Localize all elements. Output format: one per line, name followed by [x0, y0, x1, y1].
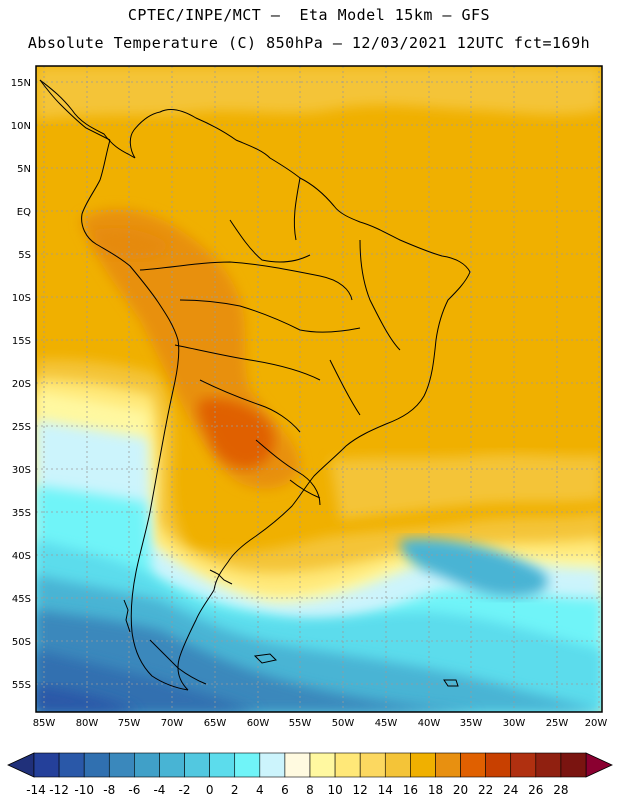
colorbar-swatch — [560, 752, 587, 778]
colorbar-label: -10 — [74, 783, 94, 797]
lat-label: 50S — [12, 637, 31, 648]
lat-label: 5S — [18, 250, 31, 261]
grid-lines — [36, 66, 602, 712]
lat-label: 10N — [11, 121, 31, 132]
lat-label: 40S — [12, 551, 31, 562]
colorbar-label: 12 — [353, 783, 368, 797]
colorbar-swatch — [384, 752, 411, 778]
colorbar-label: 4 — [256, 783, 264, 797]
lon-label: 50W — [332, 718, 355, 729]
lat-label: 25S — [12, 422, 31, 433]
colorbar: -14 -12 -10 -8 -6 -4 -2 0 2 4 6 8 10 12 14 16 18 20 22 24 26… — [7, 752, 613, 797]
lat-label: 55S — [12, 680, 31, 691]
lon-label: 55W — [289, 718, 312, 729]
colorbar-swatch — [334, 752, 361, 778]
colorbar-swatch — [435, 752, 461, 778]
colorbar-swatch — [259, 752, 286, 778]
lon-label: 25W — [546, 718, 569, 729]
lat-label: 10S — [12, 293, 31, 304]
colorbar-label: -12 — [49, 783, 69, 797]
lon-label: 70W — [161, 718, 184, 729]
colorbar-label: -8 — [103, 783, 115, 797]
colorbar-swatch — [83, 752, 110, 778]
lon-label: 30W — [503, 718, 526, 729]
colorbar-swatch — [359, 752, 386, 778]
colorbar-over-arrow — [585, 752, 613, 778]
lat-label: EQ — [17, 207, 31, 218]
colorbar-label: 28 — [553, 783, 568, 797]
lat-label: 45S — [12, 594, 31, 605]
colorbar-swatch — [234, 752, 261, 778]
lat-label: 15S — [12, 336, 31, 347]
lon-label: 65W — [204, 718, 227, 729]
lon-label: 60W — [247, 718, 270, 729]
lon-label: 20W — [585, 718, 608, 729]
colorbar-swatch — [485, 752, 512, 778]
lat-label: 30S — [12, 465, 31, 476]
colorbar-swatch — [134, 752, 160, 778]
title-line-2: Absolute Temperature (C) 850hPa – 12/03/… — [27, 34, 591, 52]
colorbar-label: -2 — [179, 783, 191, 797]
colorbar-swatch — [108, 752, 135, 778]
colorbar-label: 0 — [206, 783, 214, 797]
lat-label: 20S — [12, 379, 31, 390]
lat-label: 35S — [12, 508, 31, 519]
lon-label: 85W — [33, 718, 56, 729]
temperature-field — [36, 66, 602, 712]
colorbar-label: 22 — [478, 783, 493, 797]
latitude-axis: 15N 10N 5N EQ 5S 10S 15S 20S 25S 30S 35S… — [11, 78, 31, 691]
lon-label: 45W — [375, 718, 398, 729]
colorbar-label: 10 — [327, 783, 342, 797]
colorbar-swatch — [58, 752, 85, 778]
colorbar-label: 18 — [428, 783, 443, 797]
title-line-1: CPTEC/INPE/MCT – Eta Model 15km – GFS — [127, 6, 491, 24]
colorbar-label: -14 — [26, 783, 46, 797]
longitude-axis: 85W 80W 75W 70W 65W 60W 55W 50W 45W 40W … — [33, 718, 608, 729]
map-frame — [35, 65, 603, 713]
colorbar-label: 8 — [306, 783, 314, 797]
colorbar-label: 16 — [403, 783, 418, 797]
colorbar-swatch — [159, 752, 185, 778]
colorbar-swatch — [510, 752, 537, 778]
lat-label: 15N — [11, 78, 31, 89]
colorbar-label: -4 — [153, 783, 165, 797]
coastline — [39, 79, 471, 691]
colorbar-label: 2 — [231, 783, 239, 797]
colorbar-label: 24 — [503, 783, 518, 797]
colorbar-under-arrow — [7, 752, 35, 778]
lon-label: 80W — [76, 718, 99, 729]
colorbar-label: 14 — [378, 783, 393, 797]
colorbar-swatch — [535, 752, 562, 778]
colorbar-label: 20 — [453, 783, 468, 797]
lon-label: 35W — [460, 718, 483, 729]
lon-label: 75W — [118, 718, 141, 729]
colorbar-label: 26 — [528, 783, 543, 797]
lon-label: 40W — [418, 718, 441, 729]
colorbar-swatch — [284, 752, 311, 778]
colorbar-swatch — [209, 752, 236, 778]
colorbar-swatch — [460, 752, 486, 778]
colorbar-swatch — [309, 752, 336, 778]
colorbar-label: -6 — [128, 783, 140, 797]
colorbar-swatch — [33, 752, 60, 778]
colorbar-label: 6 — [281, 783, 289, 797]
colorbar-swatch — [184, 752, 210, 778]
lat-label: 5N — [17, 164, 31, 175]
colorbar-swatch — [410, 752, 436, 778]
